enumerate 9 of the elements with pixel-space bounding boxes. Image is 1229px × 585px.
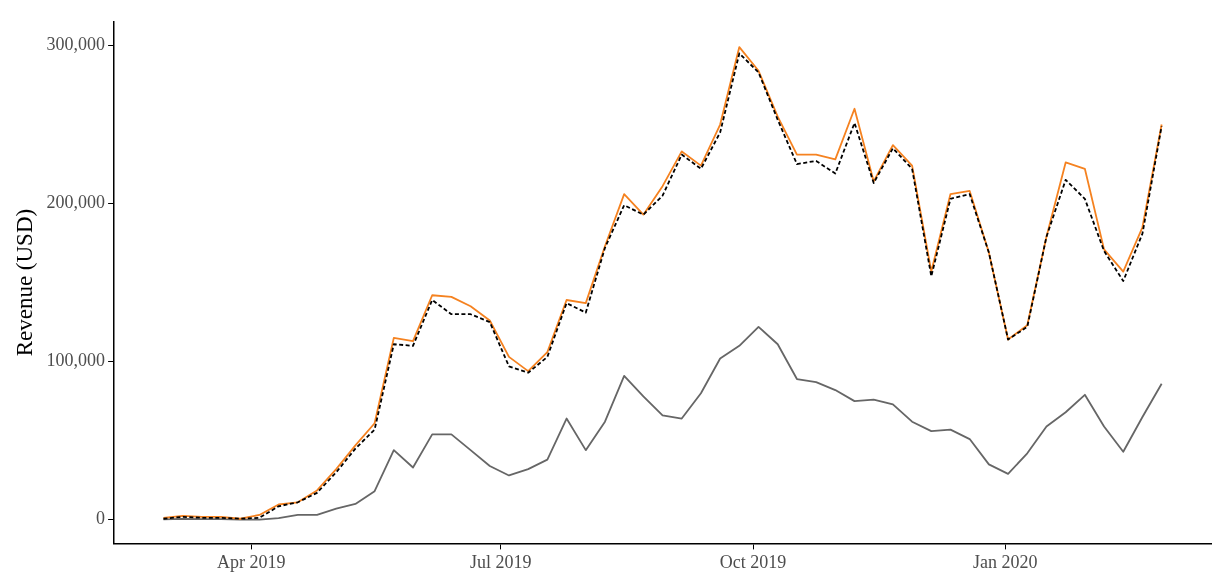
y-tick-label: 300,000 [46, 34, 106, 55]
x-tick-label: Apr 2019 [216, 551, 286, 572]
y-axis-title: Revenue (USD) [11, 208, 37, 357]
y-tick-label: 200,000 [46, 192, 106, 213]
y-tick-label: 0 [96, 508, 106, 529]
x-tick-label: Jan 2020 [973, 551, 1038, 572]
x-tick-label: Oct 2019 [719, 551, 787, 572]
x-tick-label: Jul 2019 [470, 551, 532, 572]
y-tick-label: 100,000 [46, 350, 106, 371]
